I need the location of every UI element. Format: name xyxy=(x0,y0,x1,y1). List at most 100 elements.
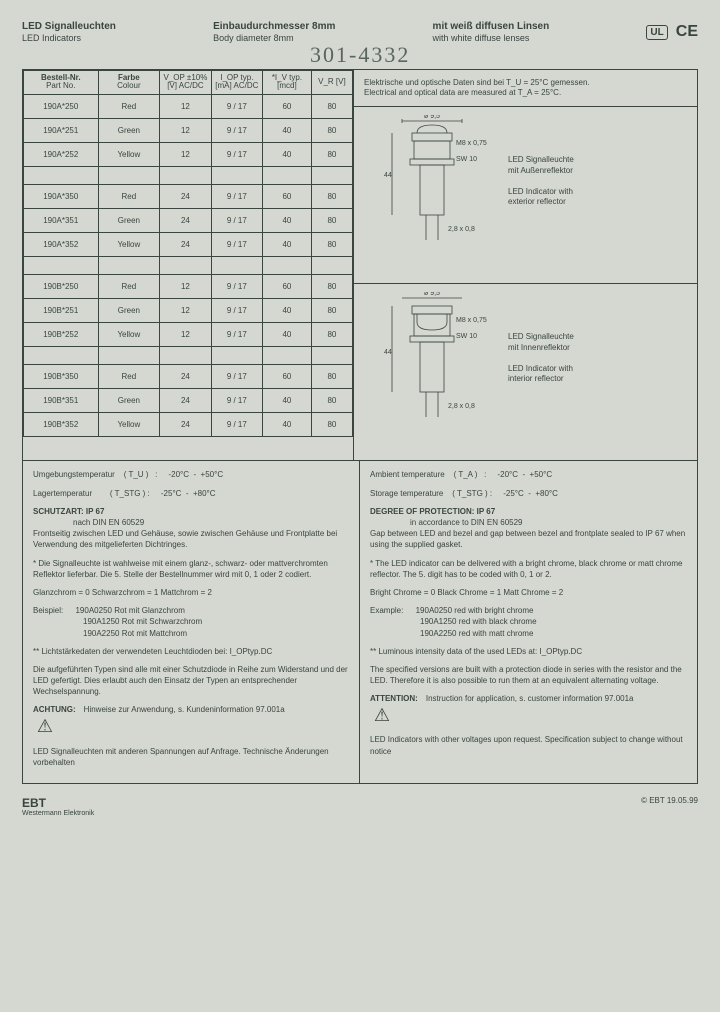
table-cell: 80 xyxy=(311,143,352,167)
refl-en: * The LED indicator can be delivered wit… xyxy=(370,558,687,580)
table-cell: 190A*351 xyxy=(24,209,99,233)
table-row: 190A*250Red129 / 176080 xyxy=(24,95,353,119)
warn-txt-en: Instruction for application, s. customer… xyxy=(426,693,634,704)
svg-text:44: 44 xyxy=(384,172,392,179)
th-part-en: Part No. xyxy=(46,81,75,90)
svg-text:ø 9,5: ø 9,5 xyxy=(424,292,440,297)
table-cell: 190A*352 xyxy=(24,233,99,257)
table-row: 190B*251Green129 / 174080 xyxy=(24,299,353,323)
svg-text:2,8 x 0,8: 2,8 x 0,8 xyxy=(448,226,475,233)
th-vop: V_OP ±10% [V] AC/DC xyxy=(160,70,211,95)
table-cell: 80 xyxy=(311,95,352,119)
temp2-de: Lagertemperatur ( T_STG ) : -25°C - +80°… xyxy=(33,488,349,499)
table-row: 190A*252Yellow129 / 174080 xyxy=(24,143,353,167)
temp1-en: Ambient temperature ( T_A ) : -20°C - +5… xyxy=(370,469,687,480)
title-en: LED Indicators xyxy=(22,33,116,45)
refl-de: * Die Signalleuchte ist wahlweise mit ei… xyxy=(33,558,349,580)
company-sub: Westermann Elektronik xyxy=(22,810,94,817)
lum-en: ** Luminous intensity data of the used L… xyxy=(370,646,687,657)
table-cell: 60 xyxy=(263,365,312,389)
table-cell: 40 xyxy=(263,413,312,437)
warning-icon: ⚠ xyxy=(33,716,57,738)
table-row: 190A*352Yellow249 / 174080 xyxy=(24,233,353,257)
table-cell: 9 / 17 xyxy=(211,389,262,413)
lum-de: ** Lichtstärkedaten der verwendeten Leuc… xyxy=(33,646,349,657)
table-cell: 12 xyxy=(160,143,211,167)
measure-en: Electrical and optical data are measured… xyxy=(364,88,687,98)
d1-de2: mit Außenreflektor xyxy=(508,166,574,176)
diagram-exterior: ø 9,5 M8 x 0,75 SW 10 44 2,8 x 0,8 LED S… xyxy=(354,107,697,284)
table-cell: Yellow xyxy=(98,413,160,437)
table-row: 190B*352Yellow249 / 174080 xyxy=(24,413,353,437)
lens-de: mit weiß diffusen Linsen xyxy=(433,20,550,33)
ex2-de: 190A1250 Rot mit Schwarzchrom xyxy=(33,617,202,626)
table-cell: Green xyxy=(98,119,160,143)
th-iop: I_OP typ. [mA] AC/DC xyxy=(211,70,262,95)
led-exterior-drawing: ø 9,5 M8 x 0,75 SW 10 44 2,8 x 0,8 xyxy=(362,115,502,275)
table-cell: Yellow xyxy=(98,143,160,167)
ex-hdr-en: Example: xyxy=(370,606,403,615)
table-cell: 80 xyxy=(311,389,352,413)
table-cell: 60 xyxy=(263,95,312,119)
table-cell: 40 xyxy=(263,323,312,347)
measure-de: Elektrische und optische Daten sind bei … xyxy=(364,78,687,88)
table-cell: 9 / 17 xyxy=(211,365,262,389)
table-cell: 190B*250 xyxy=(24,275,99,299)
table-row: 190A*351Green249 / 174080 xyxy=(24,209,353,233)
spacer-row xyxy=(24,167,353,185)
table-cell: 9 / 17 xyxy=(211,119,262,143)
spacer-row xyxy=(24,257,353,275)
table-cell: 24 xyxy=(160,209,211,233)
table-cell: 80 xyxy=(311,119,352,143)
table-cell: 40 xyxy=(263,143,312,167)
ex1-de: 190A0250 Rot mit Glanzchrom xyxy=(65,606,184,615)
th-color-en: Colour xyxy=(117,81,141,90)
spec-table: Bestell-Nr.Part No. FarbeColour V_OP ±10… xyxy=(23,70,353,438)
cert-marks: UL CE xyxy=(646,20,698,45)
table-cell: 12 xyxy=(160,299,211,323)
table-cell: 9 / 17 xyxy=(211,185,262,209)
table-cell: Green xyxy=(98,299,160,323)
table-cell: 80 xyxy=(311,365,352,389)
d2-de1: LED Signalleuchte xyxy=(508,332,574,342)
svg-text:SW 10: SW 10 xyxy=(456,156,477,163)
table-cell: 80 xyxy=(311,185,352,209)
svg-text:ø 9,5: ø 9,5 xyxy=(424,115,440,120)
table-row: 190A*251Green129 / 174080 xyxy=(24,119,353,143)
svg-text:SW 10: SW 10 xyxy=(456,333,477,340)
foot-en: LED Indicators with other voltages upon … xyxy=(370,734,687,756)
prot-txt-de: Frontseitig zwischen LED und Gehäuse, so… xyxy=(33,529,337,549)
table-cell: 190A*250 xyxy=(24,95,99,119)
table-row: 190B*350Red249 / 176080 xyxy=(24,365,353,389)
prot-hdr-en: DEGREE OF PROTECTION: IP 67 xyxy=(370,507,495,516)
page-footer: EBT Westermann Elektronik © EBT 19.05.99 xyxy=(22,796,698,817)
codes-en: Bright Chrome = 0 Black Chrome = 1 Matt … xyxy=(370,587,687,598)
table-row: 190B*252Yellow129 / 174080 xyxy=(24,323,353,347)
warning-icon: ⚠ xyxy=(370,704,394,726)
table-row: 190B*250Red129 / 176080 xyxy=(24,275,353,299)
table-cell: 80 xyxy=(311,323,352,347)
th-iv: *I_V typ. [mcd] xyxy=(263,70,312,95)
temp2-en: Storage temperature ( T_STG ) : -25°C - … xyxy=(370,488,687,499)
d2-de2: mit Innenreflektor xyxy=(508,343,574,353)
table-cell: 190B*350 xyxy=(24,365,99,389)
table-cell: 190B*252 xyxy=(24,323,99,347)
ce-mark: CE xyxy=(676,23,698,41)
table-cell: 190B*351 xyxy=(24,389,99,413)
notes-german: Umgebungstemperatur ( T_U ) : -20°C - +5… xyxy=(23,461,360,783)
svg-text:M8 x 0,75: M8 x 0,75 xyxy=(456,140,487,147)
table-cell: 80 xyxy=(311,209,352,233)
foot-de: LED Signalleuchten mit anderen Spannunge… xyxy=(33,746,349,768)
table-cell: 60 xyxy=(263,185,312,209)
lens-en: with white diffuse lenses xyxy=(433,33,550,45)
table-row: 190A*350Red249 / 176080 xyxy=(24,185,353,209)
table-cell: 9 / 17 xyxy=(211,209,262,233)
table-cell: 12 xyxy=(160,323,211,347)
table-cell: 9 / 17 xyxy=(211,323,262,347)
table-cell: 80 xyxy=(311,413,352,437)
th-color-de: Farbe xyxy=(118,73,140,82)
d2-en1: LED Indicator with xyxy=(508,364,574,374)
table-cell: 9 / 17 xyxy=(211,413,262,437)
prot-sub-en: in accordance to DIN EN 60529 xyxy=(370,518,523,527)
table-cell: 12 xyxy=(160,95,211,119)
